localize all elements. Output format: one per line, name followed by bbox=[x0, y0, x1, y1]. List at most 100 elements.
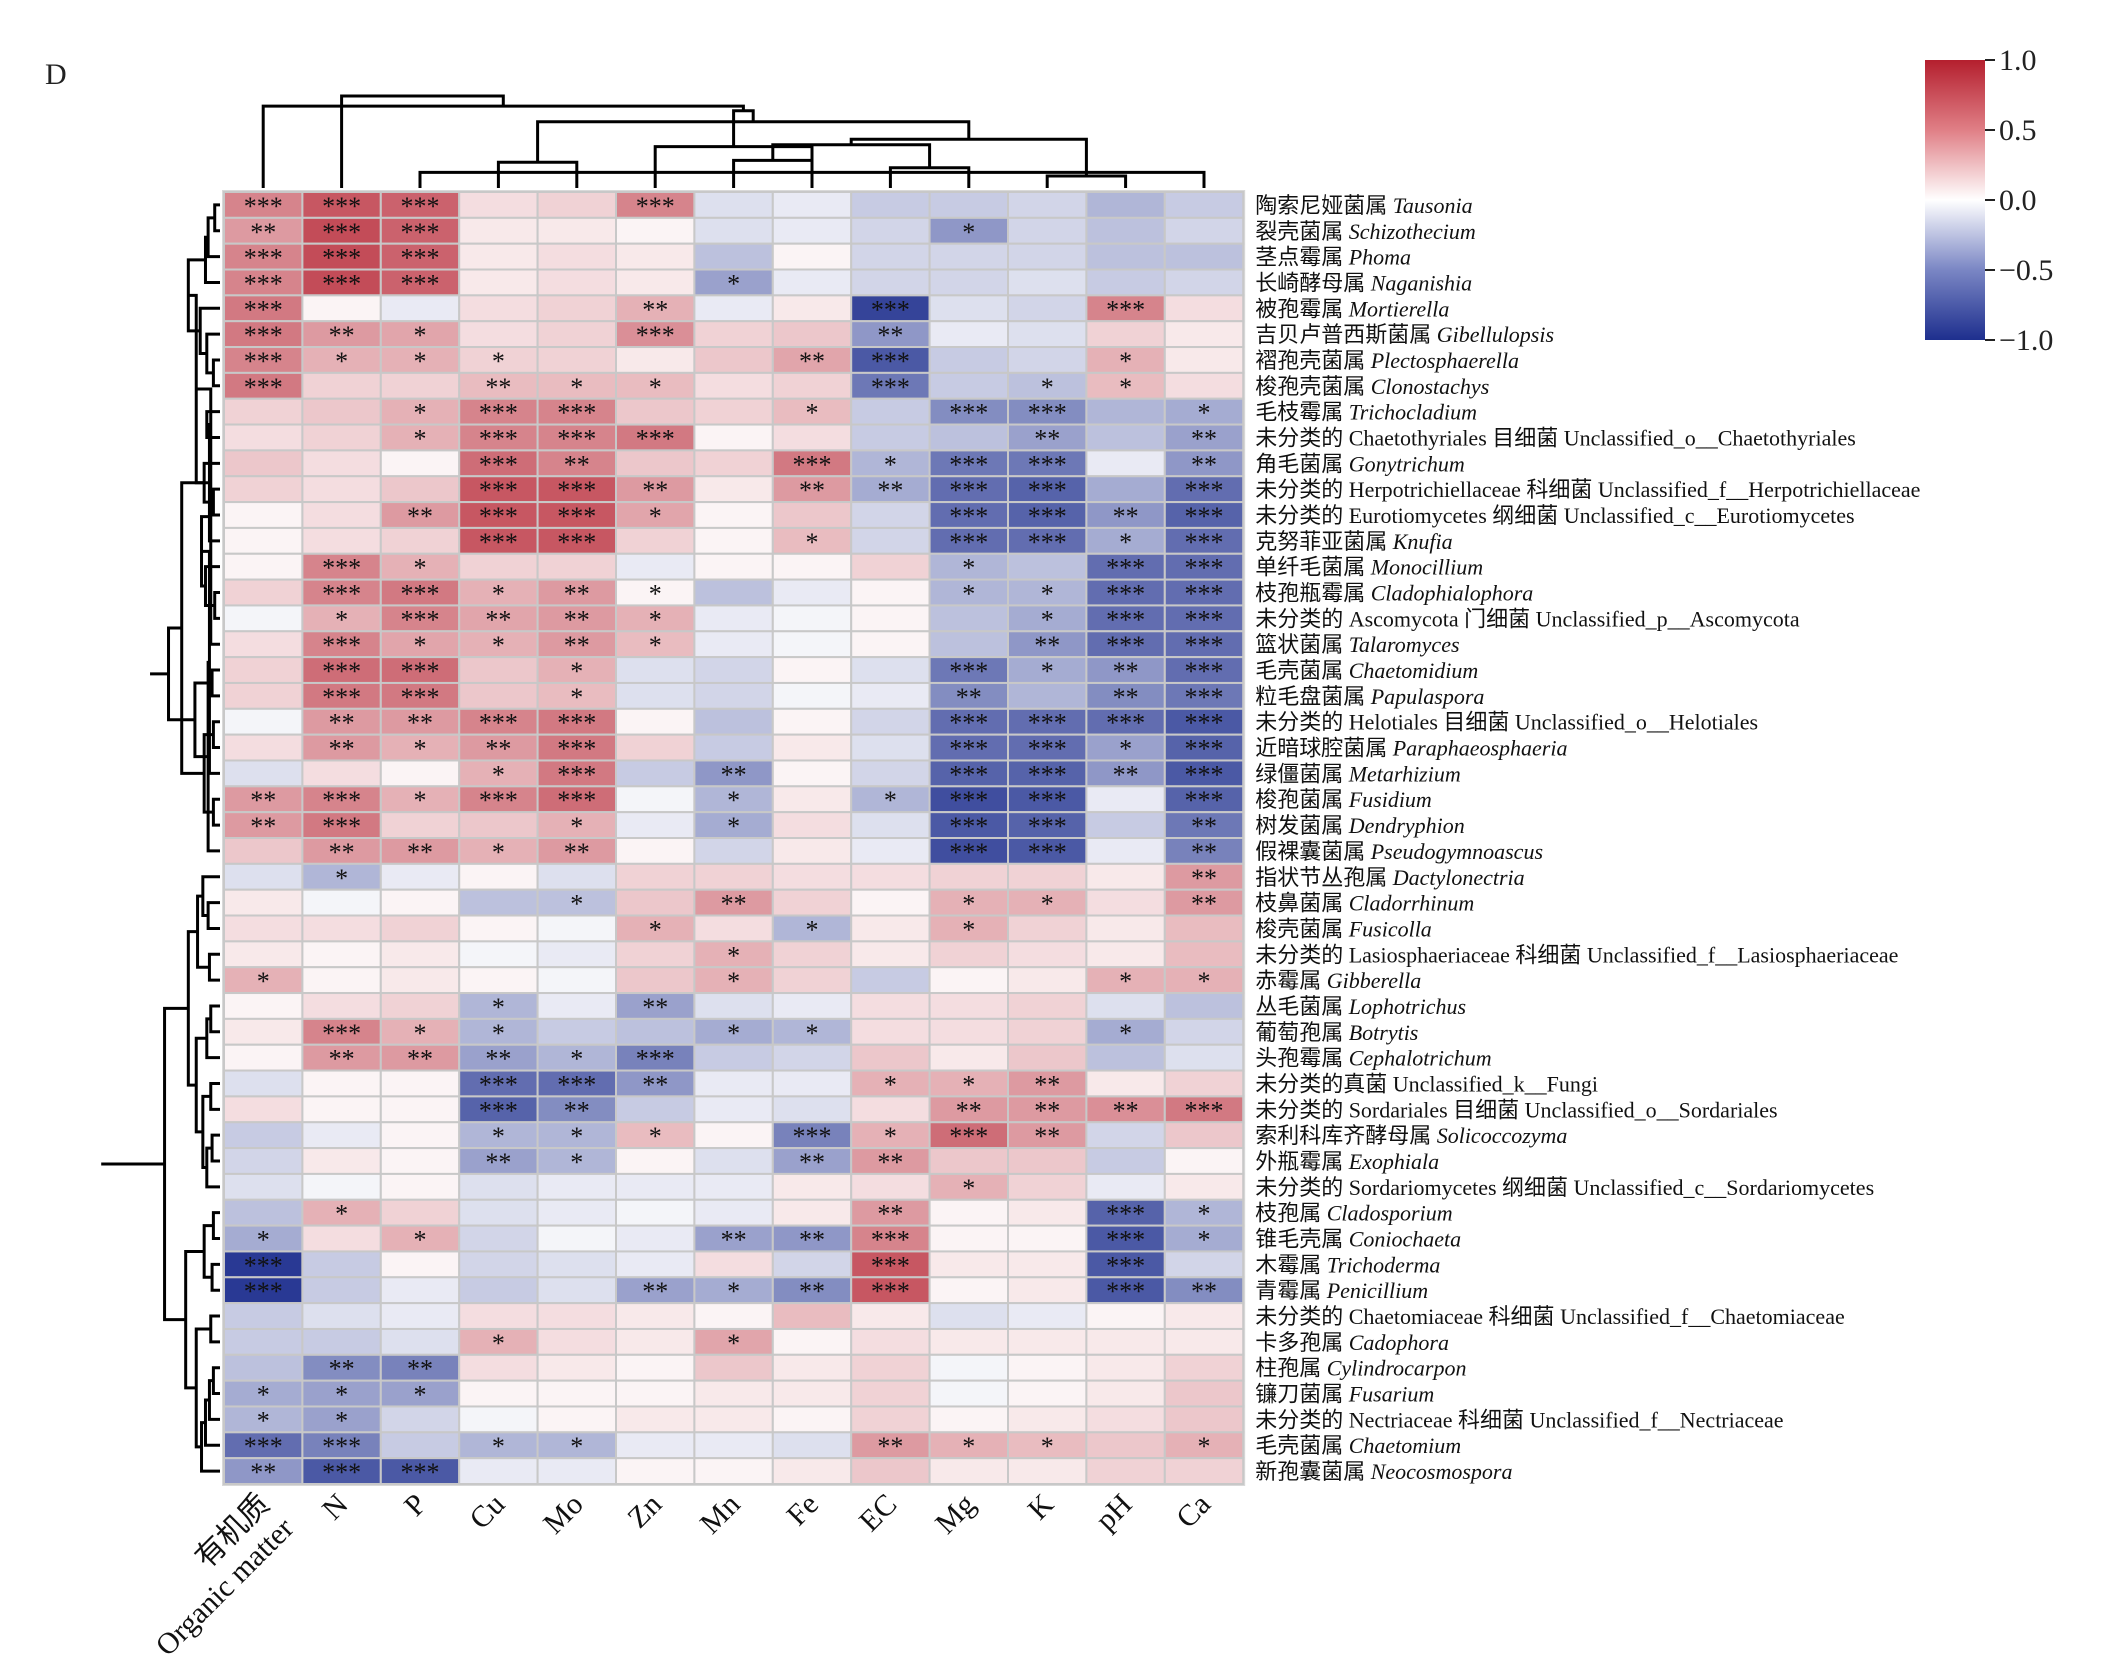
row-label: 被孢霉属 Mortierella bbox=[1255, 296, 1449, 321]
significance-mark: *** bbox=[1106, 605, 1145, 634]
heatmap-cell bbox=[693, 630, 774, 659]
heatmap-cell bbox=[458, 1224, 539, 1253]
significance-mark: * bbox=[1119, 1019, 1132, 1048]
heatmap-cell bbox=[1085, 733, 1166, 762]
significance-mark: *** bbox=[871, 1277, 910, 1306]
heatmap-cell bbox=[615, 294, 696, 323]
significance-mark: * bbox=[414, 631, 427, 660]
column-dendrogram bbox=[261, 94, 1206, 188]
significance-mark: * bbox=[1041, 1432, 1054, 1461]
dendrogram-link bbox=[209, 1314, 220, 1344]
significance-mark: * bbox=[414, 1019, 427, 1048]
significance-mark: *** bbox=[949, 709, 988, 738]
heatmap-cell bbox=[615, 346, 696, 374]
heatmap-cell bbox=[771, 1327, 853, 1356]
heatmap-cell bbox=[458, 966, 539, 995]
significance-mark: ** bbox=[485, 373, 511, 402]
heatmap-cell bbox=[771, 578, 853, 607]
significance-mark: ** bbox=[1191, 450, 1217, 479]
colorbar-tick-label: 0.5 bbox=[1999, 114, 2037, 147]
heatmap-cell bbox=[928, 940, 1009, 969]
row-label: 未分类的真菌 Unclassified_k__Fungi bbox=[1255, 1071, 1598, 1096]
heatmap-cell bbox=[1007, 992, 1088, 1020]
heatmap-cell bbox=[223, 785, 304, 814]
heatmap-cell bbox=[536, 526, 617, 555]
significance-mark: * bbox=[1041, 890, 1054, 919]
significance-mark: *** bbox=[557, 760, 596, 789]
dendrogram-link bbox=[732, 109, 755, 147]
heatmap-cell bbox=[536, 1198, 617, 1227]
significance-mark: * bbox=[570, 1122, 583, 1151]
row-label: 新孢囊菌属 Neocosmospora bbox=[1255, 1459, 1512, 1484]
heatmap-cell bbox=[850, 862, 931, 891]
heatmap-cell bbox=[301, 501, 382, 529]
heatmap-cell bbox=[223, 733, 304, 762]
heatmap-cell bbox=[850, 1302, 931, 1330]
significance-mark: *** bbox=[1185, 528, 1224, 557]
heatmap-cell bbox=[1007, 242, 1088, 271]
heatmap-cell bbox=[693, 707, 774, 736]
row-label: 毛壳菌属 Chaetomium bbox=[1255, 1433, 1461, 1458]
heatmap-cell bbox=[301, 268, 382, 297]
heatmap-cell bbox=[850, 1327, 931, 1356]
heatmap-cell bbox=[850, 216, 931, 245]
significance-mark: *** bbox=[479, 424, 518, 453]
significance-mark: ** bbox=[642, 476, 668, 505]
heatmap-cell bbox=[615, 242, 696, 271]
heatmap-cell bbox=[223, 707, 304, 736]
heatmap-cell bbox=[536, 242, 617, 271]
heatmap-cell bbox=[536, 1017, 617, 1046]
dendrogram-link bbox=[206, 901, 220, 930]
heatmap-cell bbox=[458, 397, 539, 426]
significance-mark: *** bbox=[401, 218, 440, 247]
significance-mark: * bbox=[570, 657, 583, 686]
significance-mark: *** bbox=[401, 192, 440, 221]
dendrogram-link bbox=[205, 1017, 220, 1060]
heatmap-cell bbox=[1085, 656, 1166, 684]
heatmap-cell bbox=[536, 191, 617, 219]
heatmap-cell bbox=[536, 1379, 617, 1408]
significance-mark: ** bbox=[407, 502, 433, 531]
heatmap-cell bbox=[693, 346, 774, 374]
dendrogram-link bbox=[211, 1211, 220, 1241]
heatmap-cell bbox=[1007, 1043, 1088, 1072]
heatmap-cell bbox=[1007, 1276, 1088, 1305]
heatmap-cell bbox=[928, 811, 1009, 839]
significance-mark: *** bbox=[322, 269, 361, 298]
significance-mark: *** bbox=[401, 269, 440, 298]
heatmap-cell bbox=[1163, 604, 1245, 633]
heatmap-cell bbox=[458, 242, 539, 271]
row-label: 近暗球腔菌属 Paraphaeosphaeria bbox=[1255, 736, 1567, 761]
heatmap-cell bbox=[615, 1302, 696, 1330]
heatmap-cell bbox=[223, 1198, 304, 1227]
heatmap-cell bbox=[223, 630, 304, 659]
heatmap-cell bbox=[850, 992, 931, 1020]
heatmap-cell bbox=[223, 940, 304, 969]
significance-mark: * bbox=[962, 1174, 975, 1203]
heatmap-cell bbox=[1163, 294, 1245, 323]
significance-mark: ** bbox=[877, 1200, 903, 1229]
heatmap-cell bbox=[693, 604, 774, 633]
heatmap-cell bbox=[693, 526, 774, 555]
heatmap-cell bbox=[771, 346, 853, 374]
heatmap-cell bbox=[928, 552, 1009, 581]
heatmap-cell bbox=[1163, 242, 1245, 271]
heatmap-cell bbox=[928, 268, 1009, 297]
significance-mark: ** bbox=[329, 838, 355, 867]
heatmap-cell bbox=[771, 552, 853, 581]
heatmap-cell bbox=[458, 1405, 539, 1434]
heatmap-cell bbox=[379, 1198, 461, 1227]
heatmap-cell bbox=[536, 1353, 617, 1382]
heatmap-cell bbox=[379, 1250, 461, 1279]
heatmap-cell bbox=[458, 423, 539, 452]
heatmap-cell bbox=[615, 1250, 696, 1279]
significance-mark: *** bbox=[244, 321, 283, 350]
significance-mark: ** bbox=[1191, 812, 1217, 841]
heatmap-cell bbox=[850, 656, 931, 684]
heatmap-cell bbox=[458, 1379, 539, 1408]
significance-mark: * bbox=[1119, 967, 1132, 996]
colorbar-tick-label: −1.0 bbox=[1999, 324, 2053, 357]
heatmap-cell bbox=[379, 552, 461, 581]
heatmap-cell bbox=[458, 1043, 539, 1072]
heatmap-cell bbox=[928, 1457, 1009, 1486]
